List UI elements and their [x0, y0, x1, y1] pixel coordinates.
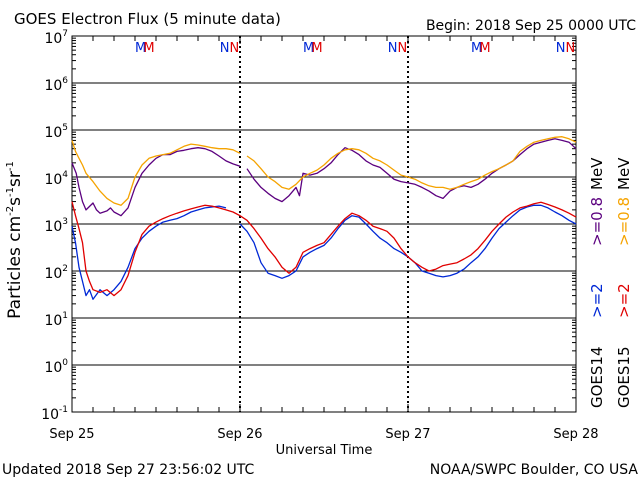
marker-n-goes14: N [388, 41, 398, 56]
updated-time: Updated 2018 Sep 27 23:56:02 UTC [2, 462, 255, 478]
x-tick-label: Sep 28 [553, 427, 598, 442]
marker-n-goes14: N [556, 41, 566, 56]
marker-m-goes14: M [135, 41, 146, 56]
x-tick-label: Sep 25 [49, 427, 94, 442]
chart-title: GOES Electron Flux (5 minute data) [14, 10, 281, 28]
legend-goes14-2mev: >=2 [588, 283, 606, 318]
marker-layer: MM N N MM N N MM N N [135, 41, 575, 56]
y-axis-label: Particles cm-2s-1sr-1 [5, 161, 25, 319]
marker-m-goes15: M [479, 41, 490, 56]
x-tick-label: Sep 26 [217, 427, 262, 442]
y-tick-label: 102 [44, 264, 68, 282]
legend-goes15-08mev: >=0.8 [615, 197, 633, 246]
y-axis-label-mid2: sr [5, 171, 25, 187]
y-axis-label-sup2: -1 [5, 187, 16, 197]
legend-goes14-08mev: >=0.8 [588, 197, 606, 246]
y-axis-label-sup1: -2 [5, 206, 16, 216]
begin-time: Begin: 2018 Sep 25 0000 UTC [426, 18, 636, 34]
grid-layer [71, 36, 577, 412]
series-layer [71, 136, 577, 300]
marker-m-goes14: M [471, 41, 482, 56]
series-line-goes15-08mev [71, 136, 577, 206]
right-legend: GOES14 GOES15 >=2 >=2 >=0.8 >=0.8 MeV Me… [588, 157, 633, 408]
marker-n-goes14: N [220, 41, 230, 56]
legend-goes14: GOES14 [588, 346, 606, 408]
x-axis-label: Universal Time [276, 443, 373, 458]
y-tick-label: 10-1 [41, 405, 68, 423]
x-tick-labels: Sep 25 Sep 26 Sep 27 Sep 28 [49, 427, 598, 442]
legend-goes15-2mev: >=2 [615, 283, 633, 318]
y-tick-label: 104 [44, 170, 68, 188]
x-tick-label: Sep 27 [385, 427, 430, 442]
y-tick-label: 105 [44, 123, 68, 141]
y-tick-labels: 107 106 105 104 103 102 101 100 10-1 [41, 29, 68, 423]
marker-m-goes14: M [303, 41, 314, 56]
series-line-goes15-2mev [71, 201, 577, 297]
y-tick-label: 106 [44, 76, 68, 94]
marker-n-goes15: N [230, 41, 240, 56]
marker-n-goes15: N [566, 41, 576, 56]
marker-m-goes15: M [311, 41, 322, 56]
marker-n-goes15: N [398, 41, 408, 56]
legend-mev-1: MeV [588, 157, 606, 190]
credit: NOAA/SWPC Boulder, CO USA [430, 462, 639, 478]
y-axis-label-mid1: s [5, 197, 25, 206]
y-tick-label: 100 [44, 358, 68, 376]
legend-mev-2: MeV [615, 157, 633, 190]
y-axis-label-sup3: -1 [5, 161, 16, 171]
y-tick-label: 107 [44, 29, 68, 47]
y-tick-label: 103 [44, 217, 68, 235]
series-line-goes14-2mev [71, 204, 577, 300]
y-axis-label-main: Particles cm [5, 216, 25, 319]
marker-m-goes15: M [143, 41, 154, 56]
series-line-goes14-08mev [71, 138, 577, 217]
y-tick-label: 101 [44, 311, 68, 329]
legend-goes15: GOES15 [615, 346, 633, 408]
